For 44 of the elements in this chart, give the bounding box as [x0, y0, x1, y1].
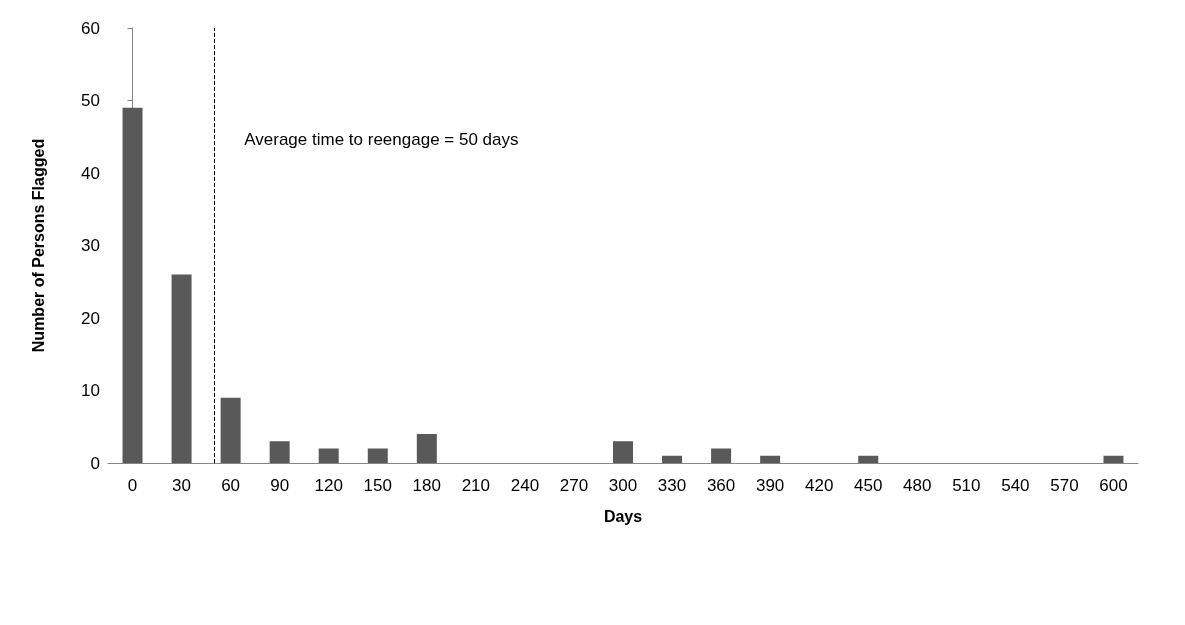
- y-tick-label: 20: [81, 308, 100, 328]
- y-tick-label: 0: [90, 453, 100, 473]
- y-tick-label: 30: [81, 236, 100, 255]
- x-tick-label: 30: [172, 476, 192, 495]
- x-tick-label: 90: [270, 476, 290, 495]
- x-tick-label: 270: [559, 476, 589, 495]
- bar: [318, 448, 339, 463]
- x-tick-label: 210: [461, 476, 491, 495]
- x-axis-title: Days: [603, 507, 643, 525]
- bar: [220, 397, 241, 463]
- bar: [760, 455, 781, 463]
- y-tick-label: 10: [81, 381, 100, 400]
- x-tick-label: 390: [755, 476, 785, 495]
- x-tick-label: 240: [510, 476, 540, 495]
- bar: [269, 441, 290, 463]
- x-tick-label: 570: [1050, 476, 1079, 495]
- x-tick-label: 0: [127, 476, 138, 495]
- x-tick-label: 150: [363, 476, 392, 495]
- x-tick-label: 60: [221, 476, 241, 495]
- y-tick-label: 60: [81, 18, 100, 38]
- x-tick-label: 450: [854, 476, 883, 495]
- x-tick-label: 330: [657, 476, 687, 495]
- x-tick-label: 180: [412, 476, 441, 495]
- bar: [858, 455, 879, 463]
- x-tick-label: 300: [608, 476, 638, 495]
- bar: [662, 455, 683, 463]
- bar: [1103, 455, 1124, 463]
- x-tick-label: 480: [903, 476, 932, 495]
- x-tick-label: 510: [952, 476, 981, 495]
- y-axis-title: Number of Persons Flagged: [29, 138, 47, 353]
- y-tick-label: 40: [81, 163, 100, 183]
- x-tick-label: 540: [1001, 476, 1030, 495]
- y-tick-label: 50: [81, 91, 100, 110]
- bar: [711, 448, 732, 463]
- x-tick-label: 360: [706, 476, 736, 495]
- x-tick-label: 600: [1099, 476, 1128, 495]
- x-tick-label: 420: [805, 476, 834, 495]
- bar: [416, 434, 437, 463]
- x-tick-label: 120: [314, 476, 343, 495]
- bar: [171, 274, 192, 463]
- bar: [367, 448, 388, 463]
- ref-line-label: Average time to reengage = 50 days: [244, 130, 519, 149]
- bar: [122, 107, 143, 463]
- bar: [613, 441, 633, 463]
